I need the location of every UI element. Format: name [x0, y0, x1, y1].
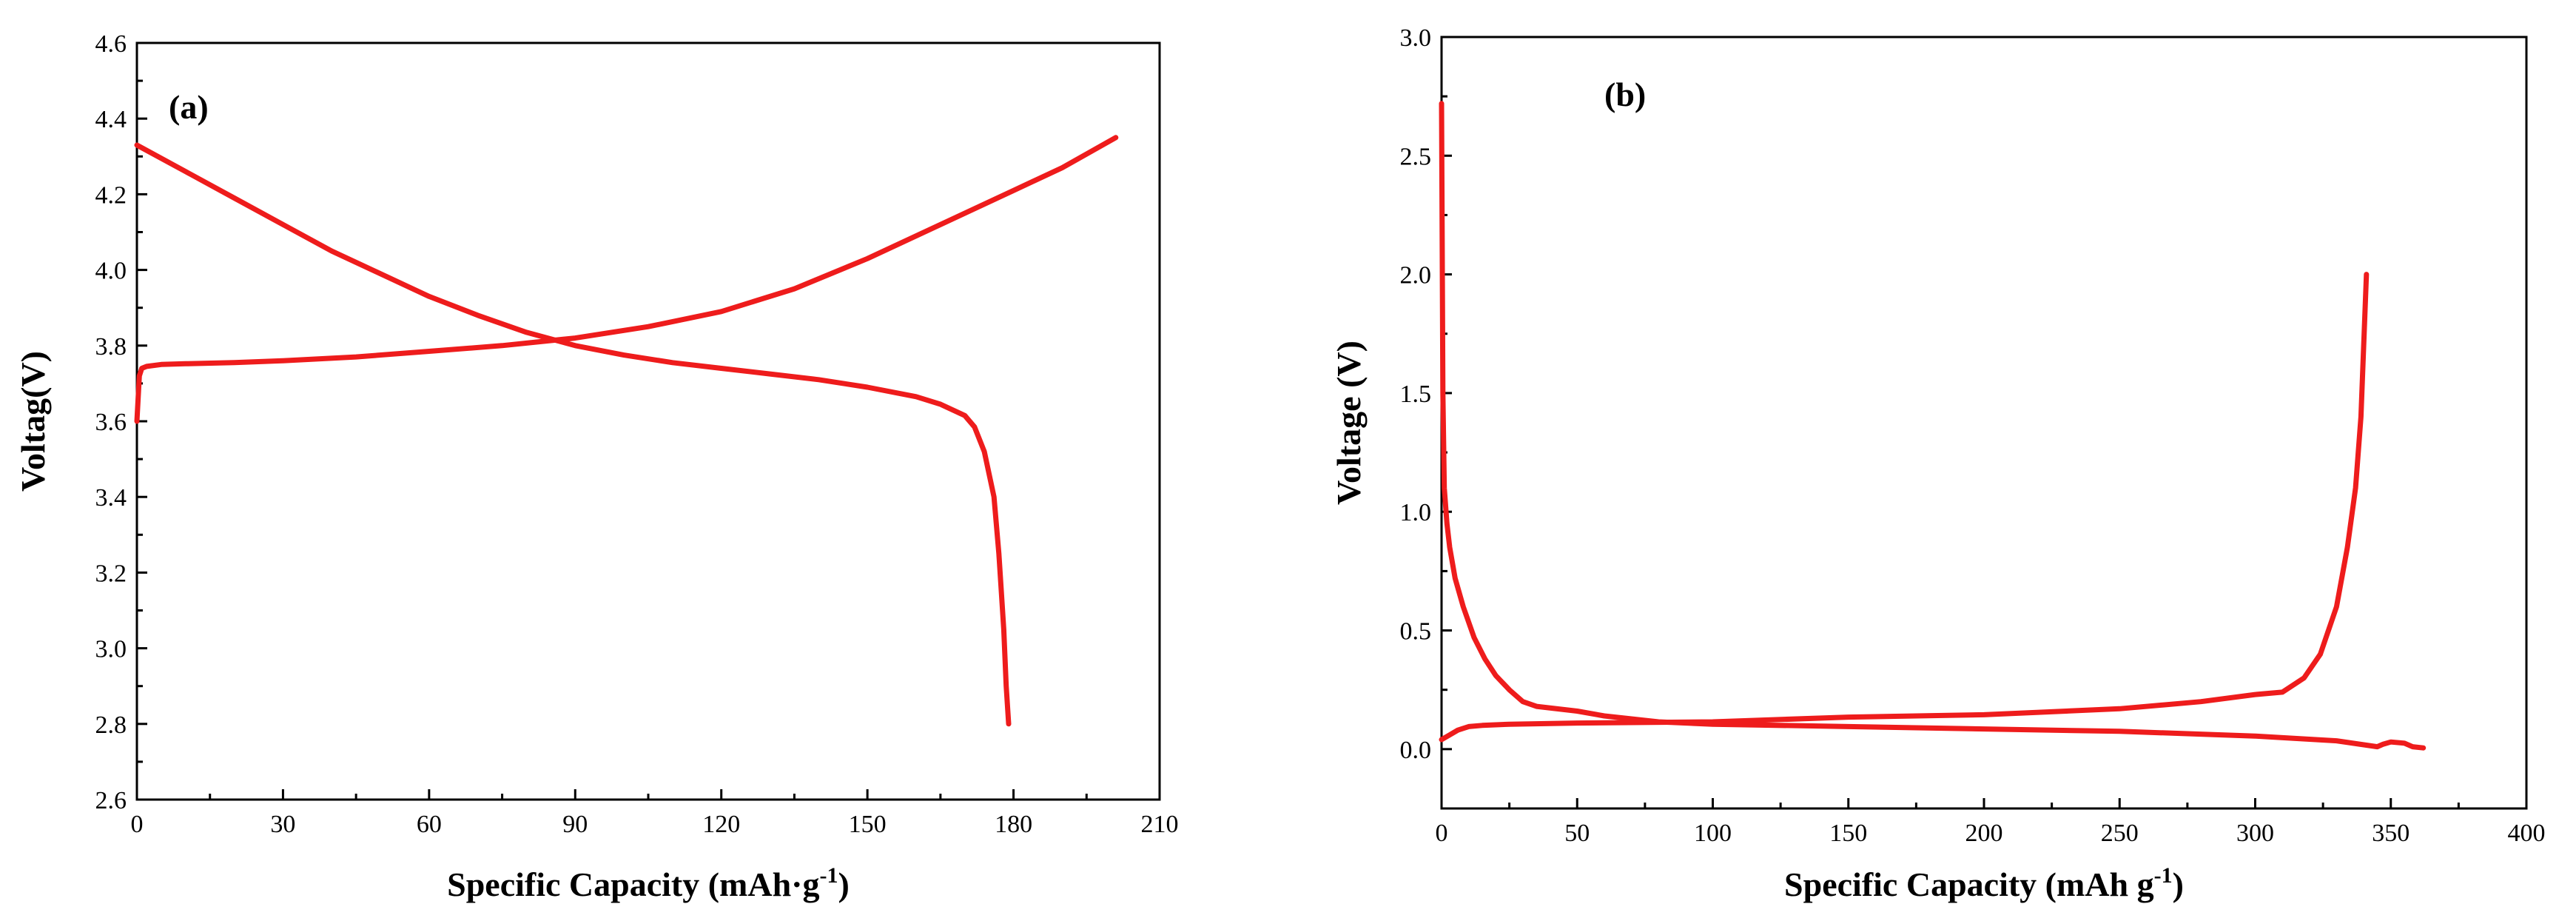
x-tick-label: 50 — [1564, 820, 1590, 847]
y-tick-label: 3.0 — [95, 636, 127, 663]
series-line-charge — [1439, 272, 2370, 743]
x-tick-label: 300 — [2236, 820, 2274, 847]
series-group-a — [134, 135, 1119, 727]
panel-label-a: (a) — [169, 88, 209, 126]
y-tick-label: 2.0 — [1400, 262, 1432, 289]
y-tick-label: 4.2 — [95, 181, 127, 209]
x-axis-title-a: Specific Capacity (mAh·g-1) — [447, 863, 850, 903]
x-tick-label: 60 — [417, 811, 442, 838]
x-tick-label: 250 — [2101, 820, 2139, 847]
axis-ticks-a: 0 30 60 90 120 150 180 210 2.6 2.8 3.0 3.2 3.4 3.6 3.8… — [95, 30, 1179, 838]
panel-label-b: (b) — [1604, 76, 1646, 113]
y-tick-label: 3.2 — [95, 560, 127, 587]
chart-panel-a: 0 30 60 90 120 150 180 210 2.6 2.8 3.0 3.2 3.4 3.6 3.8… — [14, 30, 1179, 903]
y-tick-label: 3.0 — [1400, 24, 1432, 52]
x-tick-label: 0 — [1436, 820, 1448, 847]
series-line-discharge — [134, 142, 1012, 727]
y-axis-title-b: Voltage (V) — [1330, 341, 1368, 505]
series-group-b — [1439, 101, 2427, 751]
y-tick-label: 4.6 — [95, 30, 127, 58]
series-line-discharge — [1439, 101, 2427, 751]
x-tick-label: 150 — [1829, 820, 1867, 847]
y-tick-label: 0.5 — [1400, 618, 1432, 646]
y-tick-label: 4.4 — [95, 106, 127, 133]
x-tick-label: 30 — [270, 811, 295, 838]
x-tick-label: 0 — [131, 811, 144, 838]
y-tick-label: 1.5 — [1400, 381, 1432, 408]
y-axis-title-a: Voltag(V) — [14, 351, 52, 492]
series-line-charge — [134, 135, 1119, 424]
x-tick-label: 180 — [995, 811, 1032, 838]
y-tick-label: 1.0 — [1400, 499, 1432, 526]
y-tick-label: 2.5 — [1400, 143, 1432, 170]
axis-ticks-b: 0 50 100 150 200 250 300 350 400 0.0 0.5 1.0 1.5 2.0 2… — [1400, 24, 2546, 847]
x-tick-label: 400 — [2508, 820, 2546, 847]
x-tick-label: 100 — [1694, 820, 1732, 847]
y-tick-label: 3.8 — [95, 333, 127, 361]
x-axis-title-b: Specific Capacity (mAh g-1) — [1784, 863, 2184, 903]
y-tick-label: 4.0 — [95, 258, 127, 285]
y-tick-label: 3.4 — [95, 484, 127, 512]
x-tick-label: 150 — [849, 811, 887, 838]
x-tick-label: 350 — [2372, 820, 2409, 847]
y-tick-label: 2.8 — [95, 711, 127, 739]
x-tick-label: 210 — [1141, 811, 1179, 838]
plot-frame-b — [1440, 36, 2528, 810]
x-tick-label: 120 — [702, 811, 740, 838]
y-tick-label: 3.6 — [95, 409, 127, 436]
x-tick-label: 200 — [1965, 820, 2003, 847]
x-tick-label: 90 — [562, 811, 588, 838]
chart-panel-b: 0 50 100 150 200 250 300 350 400 0.0 0.5 1.0 1.5 2.0 2… — [1330, 24, 2546, 903]
y-tick-label: 0.0 — [1400, 737, 1432, 764]
y-tick-label: 2.6 — [95, 787, 127, 814]
